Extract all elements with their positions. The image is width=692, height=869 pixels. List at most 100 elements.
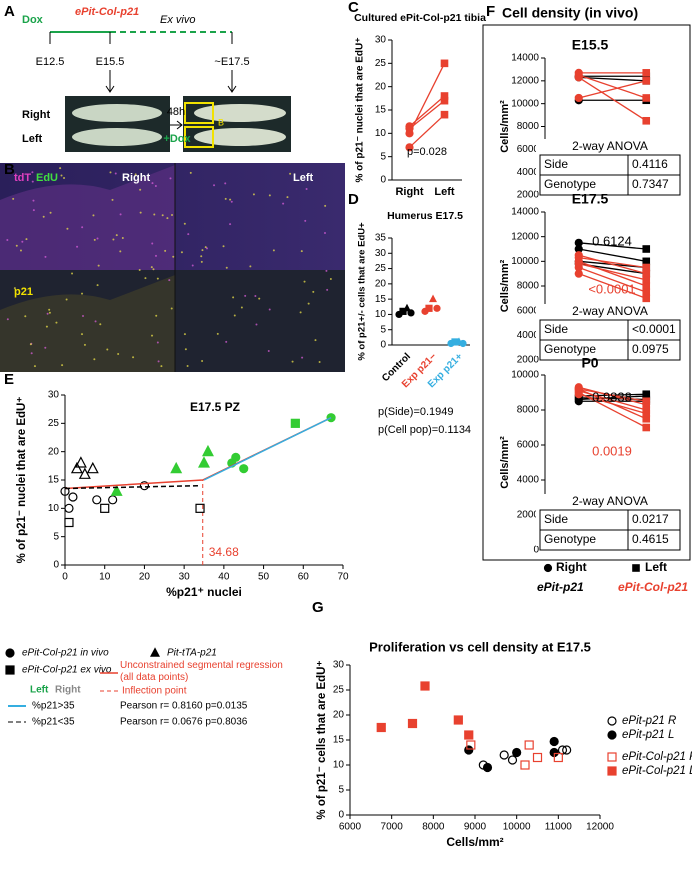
speckle [44,346,47,349]
speckle [268,308,271,311]
x-tick-label: 40 [218,572,230,583]
marker [553,752,563,763]
y-axis-label: Cells/mm² [499,259,511,312]
marker [642,263,651,272]
speckle [97,264,100,267]
speckle [151,334,154,337]
legend-genotype: ePit-Col-p21 [618,580,688,594]
speckle [60,174,63,177]
p-value: <0.0001 [588,281,635,296]
marker [201,444,214,457]
marker [574,384,583,394]
speckle [164,249,167,252]
side-label: Left [293,172,314,184]
bone-shape [194,104,286,122]
pair-line [578,76,647,82]
speckle [63,177,66,180]
speckle [222,245,225,248]
marker [92,495,102,505]
marker [507,755,518,765]
speckle [15,244,18,247]
p-value: 0.6124 [592,233,632,248]
y-tick-label: 4000 [517,330,540,341]
fit-line [64,484,201,490]
marker [642,397,651,406]
speckle [44,255,47,258]
speckle [71,272,74,275]
marker [642,423,651,432]
speckle [160,365,163,368]
marker [405,143,414,152]
marker [440,110,449,119]
legend-genotype: ePit-p21 [537,580,584,594]
table-text: 0.7347 [632,177,669,191]
legend-label: ePit-p21 R [622,715,676,727]
bone-shape [194,128,286,146]
speckle [200,260,203,263]
speckle [204,246,207,249]
marker [78,467,91,479]
y-tick-label: 12000 [511,75,539,86]
speckle [65,298,68,301]
marker [574,259,583,268]
speckle [170,307,173,310]
speckle [30,352,33,355]
marker [420,681,430,691]
marker [574,93,583,103]
y-tick-label: 25 [375,58,387,69]
pair-line [578,248,647,262]
speckle [255,323,258,326]
marker [110,484,123,496]
x-tick-label: 0 [62,572,68,583]
speckle [289,172,292,175]
speckle [31,180,34,183]
y-tick-label: 12000 [511,231,539,242]
speckle [96,284,99,287]
y-tick-label: 15 [375,105,387,116]
marker [399,307,407,315]
panel-letter: D [348,191,359,208]
marker [108,495,118,505]
pair-line [578,242,647,250]
y-tick-label: 30 [375,248,387,259]
marker [607,716,617,726]
marker [632,564,640,572]
y-tick-label: 6000 [517,440,540,451]
anova-title: 2-way ANOVA [572,494,648,508]
speckle [312,290,315,293]
y-tick-label: 4000 [517,475,540,486]
marker [231,452,241,462]
y-tick-label: 10 [375,309,387,320]
marker [642,245,651,253]
legend-label: ePit-Col-p21 in vivo [22,648,109,659]
marker [139,481,150,491]
speckle [323,231,326,234]
marker [642,77,651,85]
marker [642,69,651,77]
speckle [329,277,332,280]
marker [5,648,15,658]
panel-letter: G [312,599,324,616]
speckle [183,333,186,336]
marker [5,665,15,675]
speckle [229,198,232,201]
y-tick-label: 20 [48,446,60,457]
speckle [157,360,160,363]
fit-line [64,416,332,490]
x-tick-label: 60 [298,572,310,583]
y-tick-label: 8000 [517,405,540,416]
pair-line [578,76,647,122]
fit-line [203,416,332,481]
y-axis-label: % of p21⁻ nuclei that are EdU⁺ [16,397,28,564]
speckle [307,302,310,305]
y-tick-label: 5 [53,531,59,542]
y-tick-label: 20 [375,81,387,92]
y-axis-label: % of p21⁻ nuclei that are EdU⁺ [355,37,366,182]
speckle [268,194,271,197]
arrows [105,70,237,130]
marker [607,766,617,776]
y-tick-label: 15 [375,294,387,305]
marker [74,456,87,468]
tissue [0,165,175,270]
